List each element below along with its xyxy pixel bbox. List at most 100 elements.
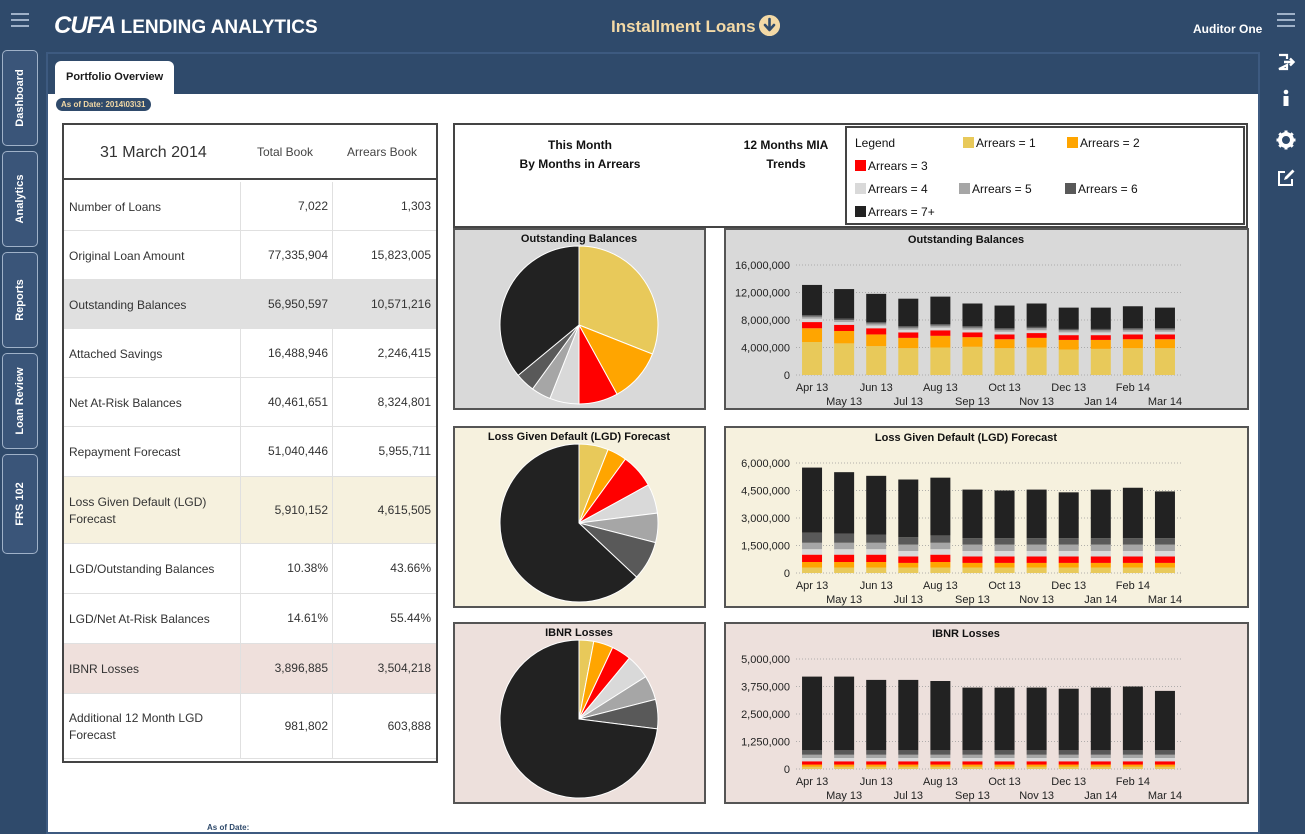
bar-segment (1154, 690, 1175, 751)
legend-swatch (959, 183, 970, 194)
table-row: Attached Savings 16,488,946 2,246,415 (64, 329, 436, 378)
summary-table: 31 March 2014 Total Book Arrears Book Nu… (62, 123, 438, 763)
bar-segment (1090, 761, 1111, 765)
nav-tab-reports[interactable]: Reports (2, 252, 38, 348)
bar-segment (802, 284, 823, 316)
gear-icon[interactable] (1276, 130, 1296, 150)
bar-segment (1026, 544, 1047, 551)
table-row: IBNR Losses 3,896,885 3,504,218 (64, 644, 436, 694)
bar-segment (834, 758, 855, 762)
legend-swatch (1067, 137, 1078, 148)
bar-segment (834, 766, 855, 769)
bar-segment (1058, 349, 1079, 375)
bar-segment (802, 549, 823, 555)
bar-segment (1090, 562, 1111, 568)
bar-segment (930, 330, 951, 336)
bar-segment (898, 754, 919, 758)
bar-segment (834, 676, 855, 751)
nav-tab-analytics[interactable]: Analytics (2, 151, 38, 247)
bar-segment (962, 551, 983, 557)
info-icon[interactable] (1276, 88, 1296, 108)
bar-segment (930, 327, 951, 331)
bar-segment (1090, 348, 1111, 375)
table-row: Number of Loans 7,022 1,303 (64, 182, 436, 231)
bar-segment (1026, 337, 1047, 348)
brand-logo[interactable]: CUFA LENDING ANALYTICS (54, 12, 318, 40)
bar-segment (834, 331, 855, 344)
row-total-book: 10.38% (287, 561, 328, 575)
bar-segment (962, 750, 983, 755)
bar-segment (898, 567, 919, 573)
bar-segment (1154, 758, 1175, 762)
pie-title: Outstanding Balances (521, 233, 637, 245)
bar-segment (834, 318, 855, 320)
bar-segment (1058, 758, 1079, 762)
bar-segment (898, 327, 919, 330)
bar-segment (1058, 544, 1079, 551)
bar-segment (1122, 331, 1143, 335)
legend-swatch (855, 183, 866, 194)
legend-item: Arrears = 1 (963, 136, 1036, 150)
edit-icon[interactable] (1276, 168, 1296, 188)
bar-segment (1122, 544, 1143, 551)
bar-segment (834, 554, 855, 562)
bar-chart-ibnr: IBNR Losses 5,000,000 3,750,000 2,500,000 1,… (741, 628, 1182, 802)
bar-segment (1122, 334, 1143, 340)
bar-segment (1154, 567, 1175, 573)
bar-segment (1154, 491, 1175, 539)
bar-segment (1122, 306, 1143, 329)
bar-segment (994, 567, 1015, 573)
x-tick-label: Jan 14 (1084, 594, 1117, 606)
bar-segment (834, 343, 855, 375)
bar-segment (834, 567, 855, 573)
bar-segment (994, 329, 1015, 332)
row-arrears-book: 15,823,005 (370, 247, 431, 262)
footer-as-of: As of Date: (207, 823, 250, 832)
bar-segment (834, 324, 855, 331)
bar-segment (1058, 764, 1079, 767)
left-menu-icon[interactable] (11, 13, 29, 27)
x-tick-label: Nov 13 (1019, 396, 1054, 408)
logout-icon[interactable] (1276, 52, 1296, 72)
pie-title: Loss Given Default (LGD) Forecast (488, 431, 670, 443)
pie-chart-ibnr: IBNR Losses (499, 627, 659, 799)
tab-portfolio-overview[interactable]: Portfolio Overview (55, 61, 175, 94)
product-selector[interactable]: Installment Loans (611, 17, 756, 36)
x-tick-label: Oct 13 (988, 776, 1020, 788)
bar-segment (802, 315, 823, 317)
bar-segment (1058, 688, 1079, 751)
user-name[interactable]: Auditor One (1193, 22, 1263, 36)
column-header-arrears-book: Arrears Book (347, 145, 418, 159)
bar-panel-outstanding: Outstanding Balances 16,000,000 12,000,000… (724, 228, 1249, 410)
bar-segment (1058, 307, 1079, 329)
nav-tab-loan-review[interactable]: Loan Review (2, 353, 38, 449)
bar-segment (1122, 538, 1143, 545)
x-tick-label: Aug 13 (923, 776, 958, 788)
nav-tab-frs102[interactable]: FRS 102 (2, 454, 38, 554)
legend-item: Arrears = 3 (855, 159, 928, 173)
bar-segment (1058, 538, 1079, 545)
nav-tab-dashboard[interactable]: Dashboard (2, 50, 38, 146)
x-tick-label: May 13 (826, 396, 862, 408)
bar-segment (1122, 562, 1143, 568)
bar-segment (1122, 686, 1143, 751)
right-menu-icon[interactable] (1277, 13, 1295, 27)
pie-slice (499, 245, 580, 377)
row-arrears-book: 603,888 (387, 718, 431, 733)
bar-segment (1026, 347, 1047, 375)
bar-segment (834, 562, 855, 568)
bar-segment (802, 532, 823, 543)
bar-segment (994, 758, 1015, 762)
row-arrears-book: 8,324,801 (377, 394, 431, 409)
row-total-book: 56,950,597 (267, 296, 328, 311)
as-of-date-badge: As of Date: 2014\03\31 (56, 98, 151, 111)
bar-segment (802, 754, 823, 758)
bar-segment (1090, 328, 1111, 331)
row-label: Repayment Forecast (69, 445, 181, 459)
row-label: Loss Given Default (LGD) Forecast (69, 494, 207, 526)
bar-segment (1154, 551, 1175, 557)
row-total-book: 5,910,152 (274, 502, 328, 517)
x-tick-label: Dec 13 (1051, 382, 1086, 394)
arrow-down-circle-icon[interactable] (759, 15, 780, 36)
bar-segment (802, 542, 823, 550)
